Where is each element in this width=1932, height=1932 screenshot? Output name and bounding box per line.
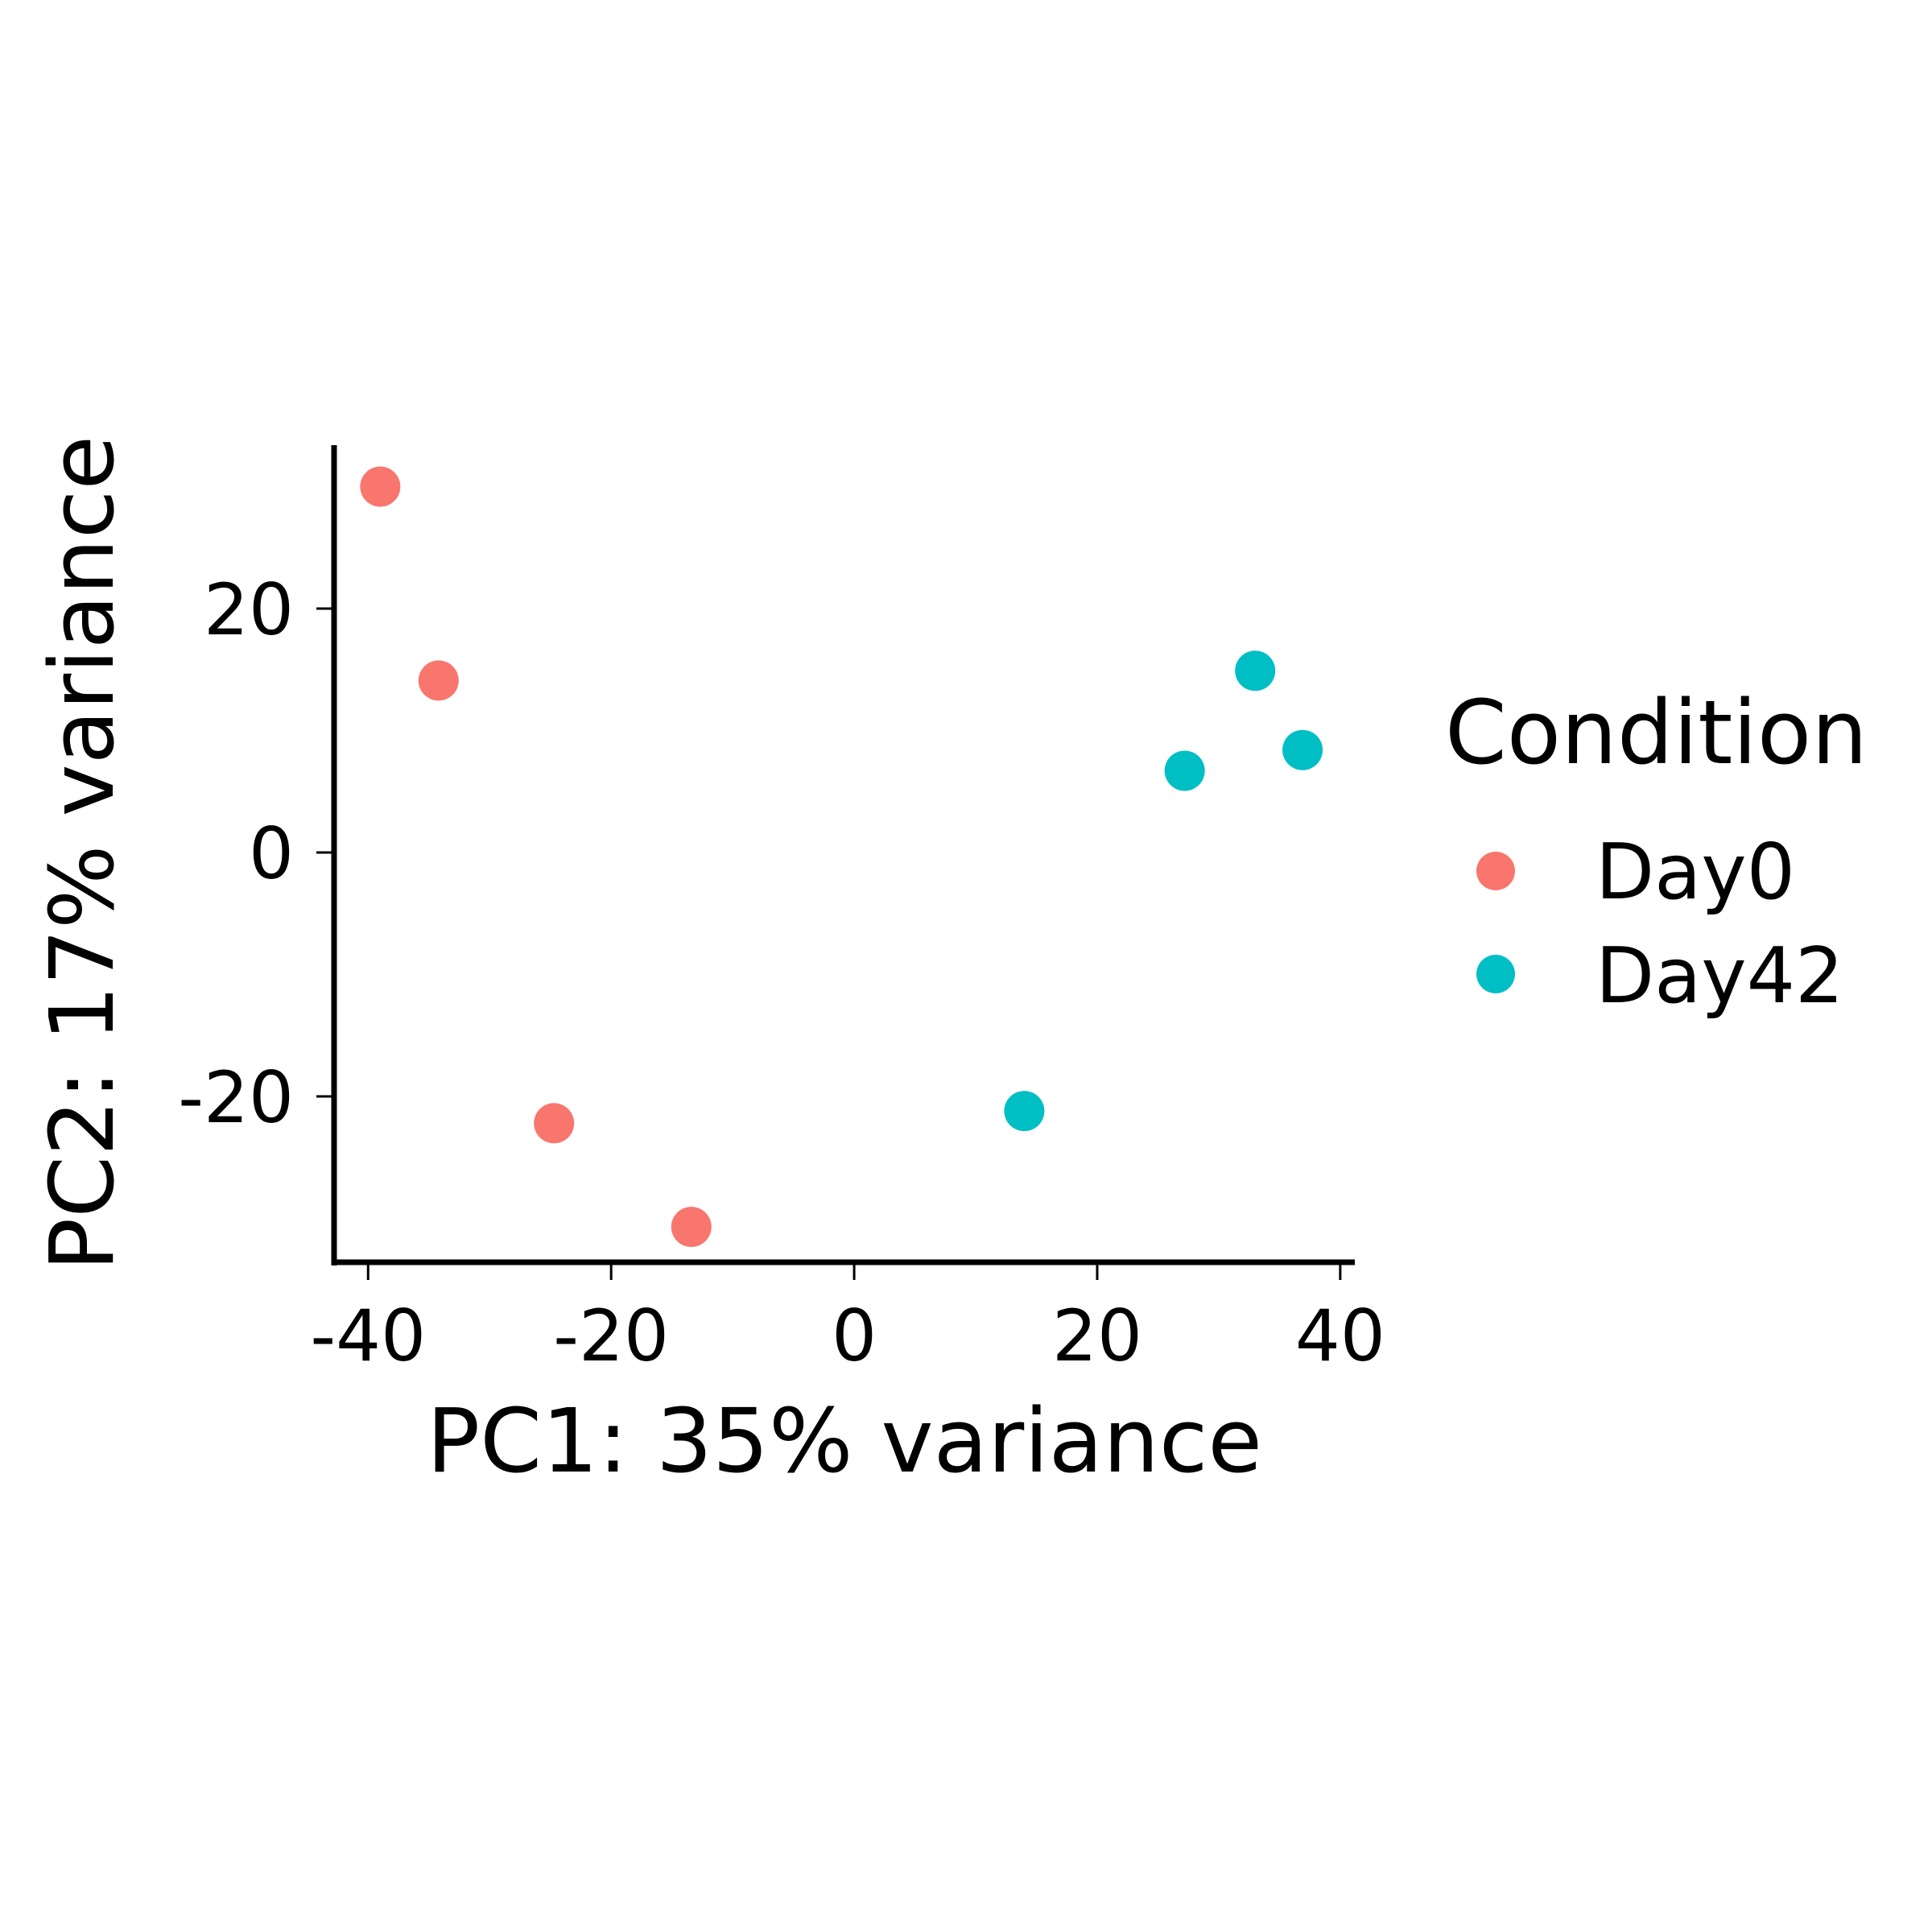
legend-entry-day0: Day0 bbox=[1476, 828, 1795, 917]
y-axis-title: PC2: 17% variance bbox=[31, 436, 134, 1271]
legend-label-day0: Day0 bbox=[1596, 828, 1795, 917]
ticks: -40 -20 0 20 40 -20 0 20 bbox=[178, 568, 1385, 1377]
series-day0 bbox=[360, 466, 712, 1248]
series-day42 bbox=[1004, 650, 1323, 1132]
legend: Condition Day0 Day42 bbox=[1445, 681, 1868, 1021]
y-tick-label: 0 bbox=[249, 812, 294, 895]
data-point-day0 bbox=[418, 660, 459, 701]
legend-entry-day42: Day42 bbox=[1476, 932, 1843, 1021]
data-point-day42 bbox=[1164, 750, 1205, 791]
data-point-day0 bbox=[534, 1103, 575, 1144]
legend-title: Condition bbox=[1445, 681, 1868, 784]
axes bbox=[331, 445, 1355, 1265]
data-point-day42 bbox=[1004, 1091, 1045, 1132]
x-tick-label: -20 bbox=[553, 1294, 669, 1377]
data-point-day42 bbox=[1235, 650, 1276, 691]
x-tick-label: -40 bbox=[310, 1294, 426, 1377]
x-axis-title: PC1: 35% variance bbox=[427, 1389, 1262, 1492]
y-tick-label: -20 bbox=[178, 1056, 294, 1139]
legend-key-day42 bbox=[1476, 955, 1515, 993]
x-tick-label: 20 bbox=[1052, 1294, 1142, 1377]
legend-label-day42: Day42 bbox=[1596, 932, 1843, 1021]
data-point-day42 bbox=[1282, 729, 1323, 770]
x-tick-label: 0 bbox=[832, 1294, 877, 1377]
legend-key-day0 bbox=[1476, 852, 1515, 890]
data-points bbox=[360, 466, 1323, 1248]
data-point-day0 bbox=[671, 1207, 712, 1248]
data-point-day0 bbox=[360, 466, 401, 507]
x-tick-label: 40 bbox=[1295, 1294, 1385, 1377]
y-tick-label: 20 bbox=[204, 568, 294, 651]
